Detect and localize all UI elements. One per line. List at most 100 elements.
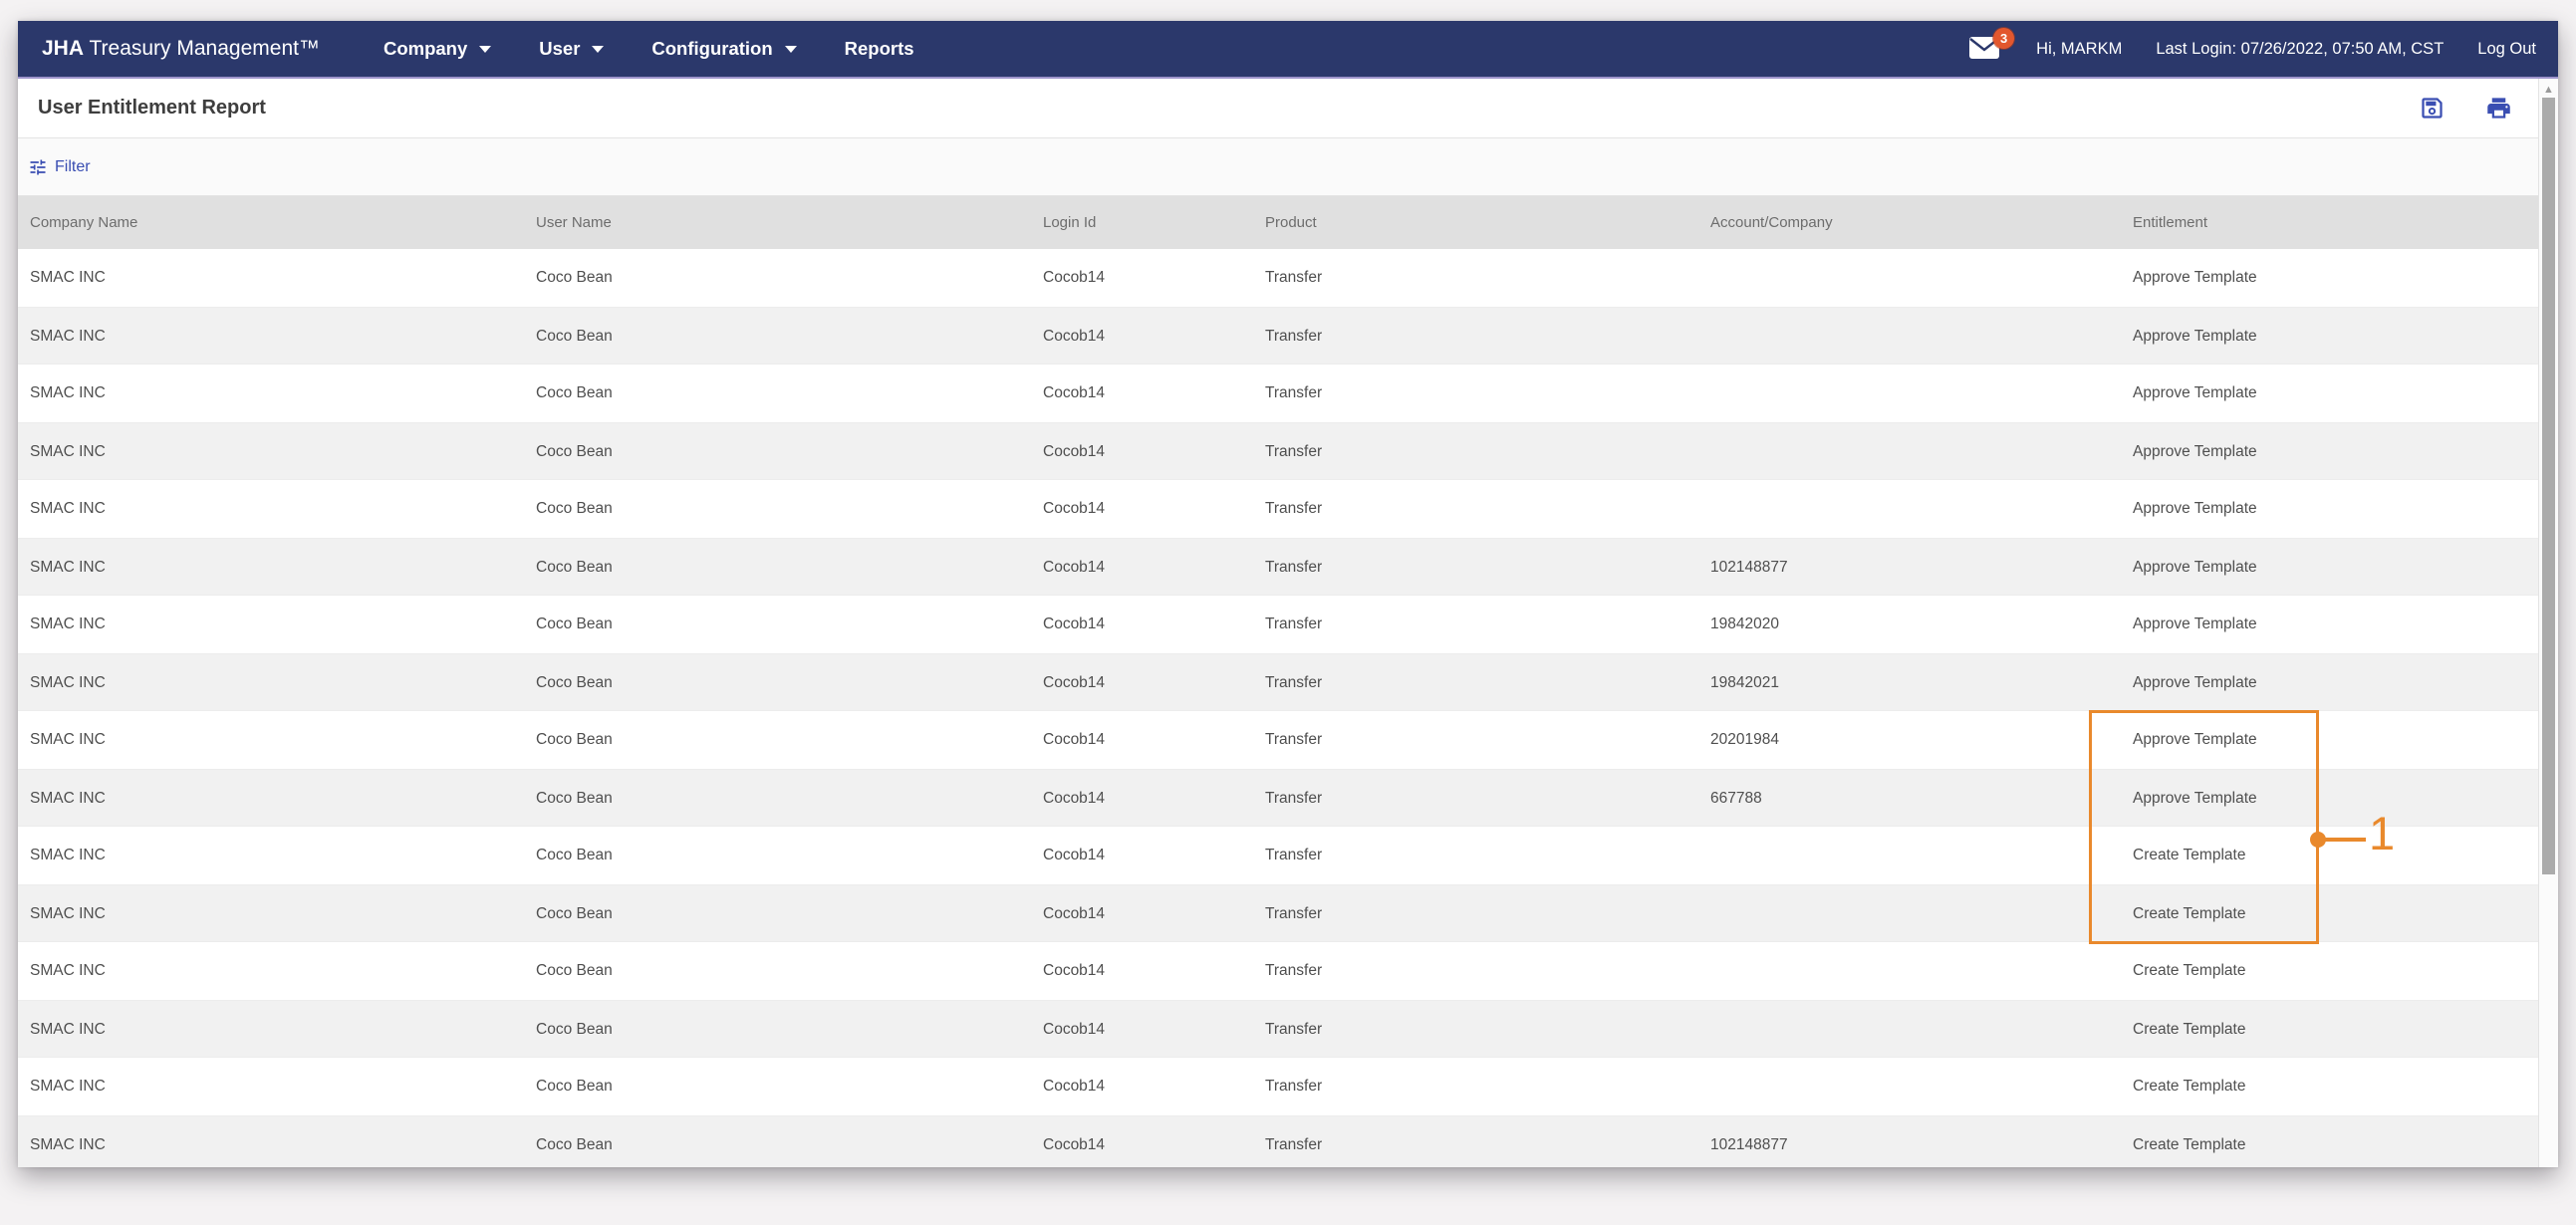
scrollbar-thumb[interactable] <box>2542 98 2555 874</box>
table-cell: Cocob14 <box>1043 1021 1106 1038</box>
table-cell: Coco Bean <box>536 269 613 286</box>
table-cell: SMAC INC <box>30 1078 106 1095</box>
table-cell: Coco Bean <box>536 1021 613 1038</box>
table-cell: SMAC INC <box>30 1021 106 1038</box>
table-cell: Cocob14 <box>1043 615 1106 632</box>
table-cell: Coco Bean <box>536 500 613 517</box>
table-row: SMAC INC Coco Bean Cocob14 Transfer 667788 Ap… <box>18 769 2538 827</box>
table-row: SMAC INC Coco Bean Cocob14 Transfer Approve … <box>18 422 2538 480</box>
table-cell: Transfer <box>1265 559 1323 576</box>
table-cell <box>1698 1058 2121 1115</box>
table-cell: Cocob14 <box>1043 1078 1106 1095</box>
title-actions <box>2419 95 2512 122</box>
table-cell: SMAC INC <box>30 384 106 401</box>
column-header-entitlement: Entitlement <box>2133 214 2208 231</box>
nav-item-label: User <box>539 38 581 59</box>
table-cell: Transfer <box>1265 384 1323 401</box>
table-cell: Coco Bean <box>536 731 613 748</box>
table-row: SMAC INC Coco Bean Cocob14 Transfer Create T… <box>18 942 2538 1000</box>
nav-item-user[interactable]: User <box>539 38 605 60</box>
table-cell: Approve Template <box>2133 328 2257 345</box>
table-cell: Cocob14 <box>1043 443 1106 460</box>
table-cell: Transfer <box>1265 443 1323 460</box>
filter-button[interactable]: Filter <box>28 157 91 177</box>
chevron-down-icon <box>479 45 492 53</box>
nav-item-label: Configuration <box>651 38 773 59</box>
app-window: JHA Treasury Management™ Company User Co… <box>18 21 2558 1167</box>
chevron-down-icon <box>592 45 605 53</box>
filter-label: Filter <box>55 157 91 175</box>
table-cell: Transfer <box>1265 1078 1323 1095</box>
filter-bar: Filter <box>18 138 2558 196</box>
table-body: SMAC INC Coco Bean Cocob14 Transfer Approve … <box>18 249 2538 1167</box>
table-cell: SMAC INC <box>30 269 106 286</box>
nav-item-label: Reports <box>844 38 914 59</box>
table-cell: Approve Template <box>2133 559 2257 576</box>
table-cell: SMAC INC <box>30 674 106 691</box>
nav-item-reports[interactable]: Reports <box>845 38 914 60</box>
table-row: SMAC INC Coco Bean Cocob14 Transfer Approve … <box>18 249 2538 307</box>
table-cell: Cocob14 <box>1043 962 1106 979</box>
table-cell: Cocob14 <box>1043 384 1106 401</box>
save-icon[interactable] <box>2419 95 2446 122</box>
table-cell: Cocob14 <box>1043 674 1106 691</box>
table-cell: 102148877 <box>1710 559 1788 576</box>
table-cell: Coco Bean <box>536 615 613 632</box>
table-cell: Cocob14 <box>1043 1136 1106 1153</box>
table-cell: Cocob14 <box>1043 269 1106 286</box>
table-cell: SMAC INC <box>30 443 106 460</box>
brand-rest: Treasury Management™ <box>84 37 320 60</box>
table-cell: 19842020 <box>1710 615 1779 632</box>
table-row: SMAC INC Coco Bean Cocob14 Transfer Approve … <box>18 307 2538 365</box>
nav-item-configuration[interactable]: Configuration <box>651 38 797 60</box>
table-cell: SMAC INC <box>30 1136 106 1153</box>
table-cell: Coco Bean <box>536 328 613 345</box>
table-cell <box>1698 1001 2121 1057</box>
vertical-scrollbar[interactable]: ▲ <box>2538 79 2558 1167</box>
table-cell: SMAC INC <box>30 790 106 807</box>
column-header-account-company: Account/Company <box>1710 214 1833 231</box>
table-cell: Transfer <box>1265 674 1323 691</box>
table-cell: Cocob14 <box>1043 328 1106 345</box>
table-cell: Cocob14 <box>1043 790 1106 807</box>
table-row: SMAC INC Coco Bean Cocob14 Transfer Create T… <box>18 1000 2538 1058</box>
column-header-product: Product <box>1265 214 1317 231</box>
table-cell: Coco Bean <box>536 443 613 460</box>
table-cell: Transfer <box>1265 731 1323 748</box>
table-row: SMAC INC Coco Bean Cocob14 Transfer 10214887… <box>18 538 2538 596</box>
chevron-down-icon <box>784 45 797 53</box>
table-cell: Transfer <box>1265 905 1323 922</box>
table-cell: Transfer <box>1265 1021 1323 1038</box>
table-row: SMAC INC Coco Bean Cocob14 Transfer Create T… <box>18 884 2538 942</box>
table-cell: Approve Template <box>2133 500 2257 517</box>
table-cell <box>1698 885 2121 941</box>
table-cell: Approve Template <box>2133 674 2257 691</box>
table-cell: SMAC INC <box>30 559 106 576</box>
table-cell: Approve Template <box>2133 269 2257 286</box>
mail-icon[interactable]: 3 <box>1968 28 2015 62</box>
table-cell: Cocob14 <box>1043 905 1106 922</box>
table-cell: Approve Template <box>2133 384 2257 401</box>
table-row: SMAC INC Coco Bean Cocob14 Transfer 19842021… <box>18 653 2538 711</box>
table-cell: SMAC INC <box>30 328 106 345</box>
table-cell: Coco Bean <box>536 384 613 401</box>
table-cell: Approve Template <box>2133 731 2257 748</box>
nav-item-company[interactable]: Company <box>383 38 492 60</box>
print-icon[interactable] <box>2485 95 2512 122</box>
table-row: SMAC INC Coco Bean Cocob14 Transfer 10214887… <box>18 1115 2538 1167</box>
column-header-company-name: Company Name <box>30 214 138 231</box>
table-cell: Transfer <box>1265 615 1323 632</box>
nav-item-label: Company <box>383 38 468 59</box>
table-cell: SMAC INC <box>30 905 106 922</box>
table-header: Company Name User Name Login Id Product … <box>18 196 2538 249</box>
scroll-up-arrow[interactable]: ▲ <box>2543 84 2554 96</box>
table-cell: 20201984 <box>1710 731 1779 748</box>
user-greeting: Hi, MARKM <box>2036 39 2123 58</box>
last-login-text: Last Login: 07/26/2022, 07:50 AM, CST <box>2156 39 2445 58</box>
table-cell: Coco Bean <box>536 1136 613 1153</box>
table-cell: SMAC INC <box>30 847 106 863</box>
table-cell: Transfer <box>1265 962 1323 979</box>
logout-button[interactable]: Log Out <box>2477 39 2536 58</box>
table-cell: Cocob14 <box>1043 500 1106 517</box>
table-cell: Transfer <box>1265 500 1323 517</box>
